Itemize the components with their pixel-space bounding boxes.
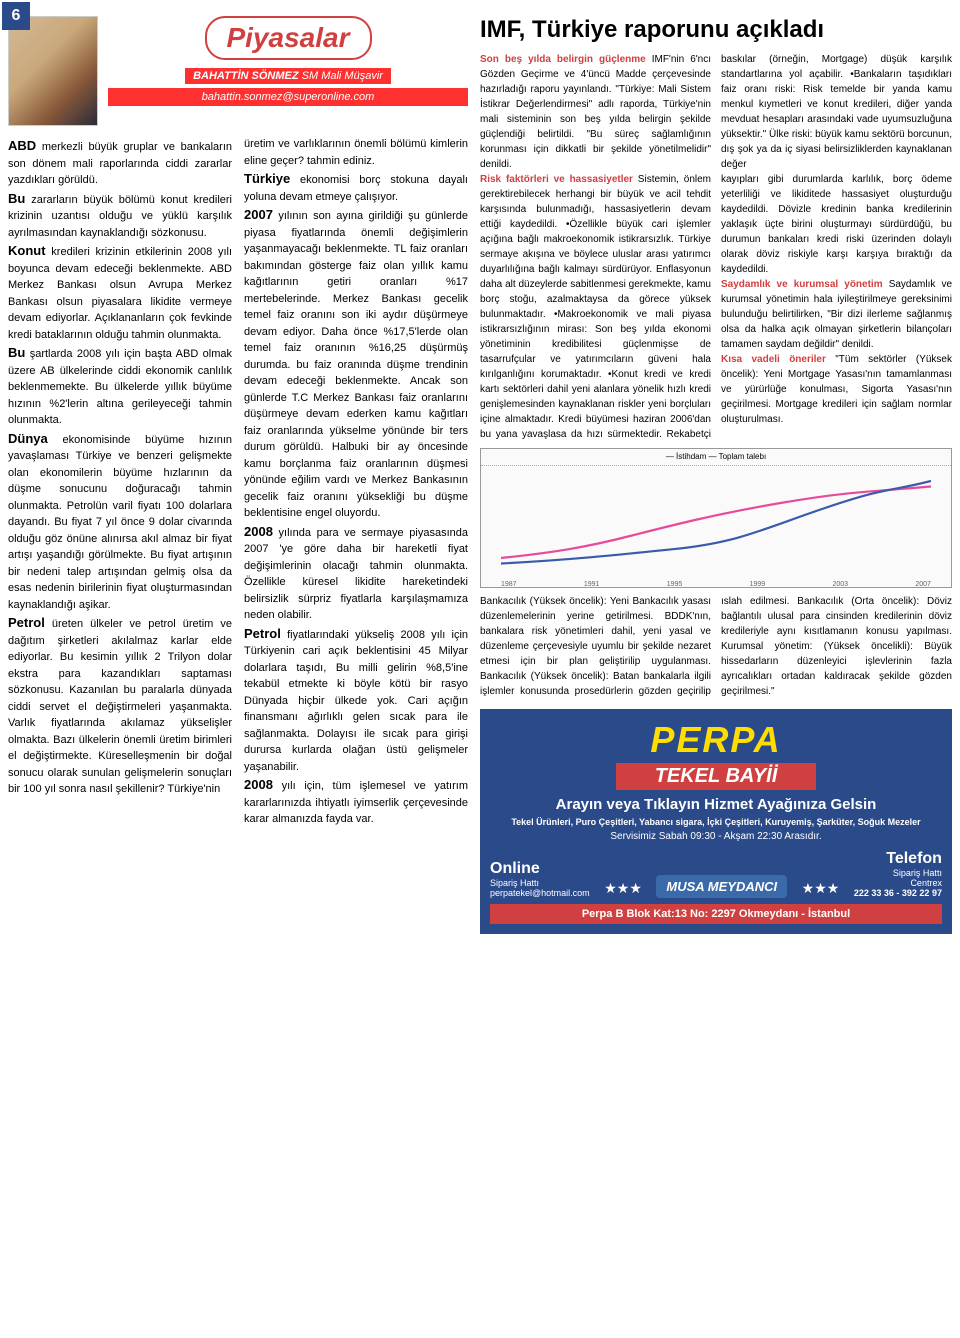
right-column: IMF, Türkiye raporunu açıkladı Son beş y…: [480, 16, 952, 934]
chart-xlabel: 1995: [667, 580, 683, 591]
paragraph: üretim ve varlıklarının önemli bölümü ki…: [244, 136, 468, 169]
ad-products: Tekel Ürünleri, Puro Çeşitleri, Yabancı …: [490, 817, 942, 827]
ad-tel-label: Telefon: [854, 850, 942, 868]
author-email: bahattin.sonmez@superonline.com: [108, 88, 468, 106]
lead-word: Petrol: [244, 626, 281, 641]
ad-tel-numbers: 222 33 36 - 392 22 97: [854, 888, 942, 898]
author-byline: BAHATTİN SÖNMEZ SM Mali Müşavir: [185, 68, 391, 84]
ad-online-block: Online Sipariş Hattı perpatekel@hotmail.…: [490, 860, 590, 898]
paragraph-text: yılı için, tüm işlemesel ve yatırım kara…: [244, 780, 468, 825]
paragraph: Petrol üreten ülkeler ve petrol üretim v…: [8, 613, 232, 798]
paragraph: Bankacılık (Yüksek öncelik): Yeni Bankac…: [480, 594, 952, 699]
paragraph-text: üretim ve varlıklarının önemli bölümü ki…: [244, 138, 468, 167]
chart-xlabel: 1999: [750, 580, 766, 591]
lead-word: 2007: [244, 207, 273, 222]
page-number: 6: [2, 2, 30, 30]
paragraph: Konut kredileri krizinin etkilerinin 200…: [8, 241, 232, 343]
paragraph-text: fiyatlarındaki yükseliş 2008 yılı için T…: [244, 629, 468, 773]
lead-word: Konut: [8, 243, 46, 258]
paragraph: 2007 yılının son ayına girildiği şu günl…: [244, 205, 468, 522]
chart-xlabel: 2003: [833, 580, 849, 591]
paragraph: Kısa vadeli öneriler "Tüm sektörler (Yük…: [721, 352, 952, 427]
paragraph: Bu şartlarda 2008 yılı için başta ABD ol…: [8, 343, 232, 429]
paragraph-text: merkezli büyük gruplar ve bankaların son…: [8, 141, 232, 186]
paragraph: Saydamlık ve kurumsal yönetim Saydamlık …: [721, 277, 952, 352]
chart-legend: — İstihdam — Toplam talebı: [481, 449, 951, 466]
subhead: Kısa vadeli öneriler: [721, 354, 835, 365]
lead-word: ABD: [8, 138, 36, 153]
chart-xlabel: 1987: [501, 580, 517, 591]
paragraph-text: Bankacılık (Yüksek öncelik): Yeni Bankac…: [480, 596, 952, 697]
paragraph: Petrol fiyatlarındaki yükseliş 2008 yılı…: [244, 624, 468, 776]
chart-xlabel: 2007: [915, 580, 931, 591]
lead-word: Bu: [8, 191, 25, 206]
advertisement: PERPA TEKEL BAYİİ Arayın veya Tıklayın H…: [480, 709, 952, 934]
lead-word: 2008: [244, 524, 273, 539]
paragraph-text: yılının son ayına girildiği şu günlerde …: [244, 210, 468, 519]
chart-xaxis: 1987 1991 1995 1999 2003 2007: [481, 580, 951, 591]
paragraph: 2008 yılı için, tüm işlemesel ve yatırım…: [244, 775, 468, 828]
paragraph-text: üreten ülkeler ve petrol üretim ve dağıt…: [8, 618, 232, 795]
left-body-text: ABD merkezli büyük gruplar ve bankaların…: [8, 136, 468, 828]
ad-stars-right: ★★★: [802, 880, 840, 898]
author-name: BAHATTİN SÖNMEZ: [193, 70, 299, 82]
paragraph: 2008 yılında para ve sermaye piyasasında…: [244, 522, 468, 624]
ad-brand: PERPA: [490, 719, 942, 761]
author-title: SM Mali Müşavir: [302, 70, 383, 82]
chart-area: [501, 470, 931, 580]
ad-telephone-block: Telefon Sipariş Hattı Centrex 222 33 36 …: [854, 850, 942, 898]
paragraph-text: ekonomisinde büyüme hızının yavaşlaması …: [8, 434, 232, 611]
paragraph-text: IMF'nin 6'ncı Gözden Geçirme ve 4'üncü M…: [480, 54, 711, 170]
chart: — İstihdam — Toplam talebı19871991199519…: [480, 448, 952, 588]
paragraph-text: kayıpları gibi durumlarda karlılık, borç…: [721, 174, 952, 275]
lead-word: Bu: [8, 345, 25, 360]
paragraph: ABD merkezli büyük gruplar ve bankaların…: [8, 136, 232, 189]
section-title: Piyasalar: [205, 16, 372, 60]
author-photo: [8, 16, 98, 126]
paragraph-text: zararların büyük bölümü konut kredileri …: [8, 194, 232, 239]
left-column: Piyasalar BAHATTİN SÖNMEZ SM Mali Müşavi…: [8, 16, 468, 934]
paragraph: Son beş yılda belirgin güçlenme IMF'nin …: [480, 52, 711, 172]
lead-word: 2008: [244, 777, 273, 792]
ad-slogan: Arayın veya Tıklayın Hizmet Ayağınıza Ge…: [490, 796, 942, 813]
subhead: Son beş yılda belirgin güçlenme: [480, 54, 652, 65]
ad-online-label: Online: [490, 860, 590, 878]
ad-owner: MUSA MEYDANCI: [656, 875, 787, 898]
subhead: Risk faktörleri ve hassasiyetler: [480, 174, 638, 185]
ad-online-email: perpatekel@hotmail.com: [490, 888, 590, 898]
paragraph: Bu zararların büyük bölümü konut kredile…: [8, 189, 232, 242]
paragraph: kayıpları gibi durumlarda karlılık, borç…: [721, 172, 952, 277]
ad-stars-left: ★★★: [604, 880, 642, 898]
paragraph: Türkiye ekonomisi borç stokuna dayalı yo…: [244, 169, 468, 205]
ad-subbrand: TEKEL BAYİİ: [616, 763, 816, 790]
chart-xlabel: 1991: [584, 580, 600, 591]
right-title: IMF, Türkiye raporunu açıkladı: [480, 16, 952, 44]
paragraph-text: şartlarda 2008 yılı için başta ABD olmak…: [8, 348, 232, 426]
ad-service-hours: Servisimiz Sabah 09:30 - Akşam 22:30 Ara…: [490, 831, 942, 842]
ad-online-sub: Sipariş Hattı: [490, 878, 590, 888]
lead-word: Türkiye: [244, 171, 290, 186]
lead-word: Petrol: [8, 615, 45, 630]
ad-address: Perpa B Blok Kat:13 No: 2297 Okmeydanı -…: [490, 904, 942, 924]
lead-word: Dünya: [8, 431, 48, 446]
ad-tel-sub: Sipariş Hattı: [854, 868, 942, 878]
subhead: Saydamlık ve kurumsal yönetim: [721, 279, 889, 290]
paragraph: Dünya ekonomisinde büyüme hızının yavaşl…: [8, 429, 232, 614]
paragraph-text: kredileri krizinin etkilerinin 2008 yılı…: [8, 246, 232, 341]
ad-tel-centrex: Centrex: [854, 878, 942, 888]
paragraph-text: yılında para ve sermaye piyasasında 2007…: [244, 527, 468, 622]
right-body-text: Son beş yılda belirgin güçlenme IMF'nin …: [480, 52, 952, 699]
